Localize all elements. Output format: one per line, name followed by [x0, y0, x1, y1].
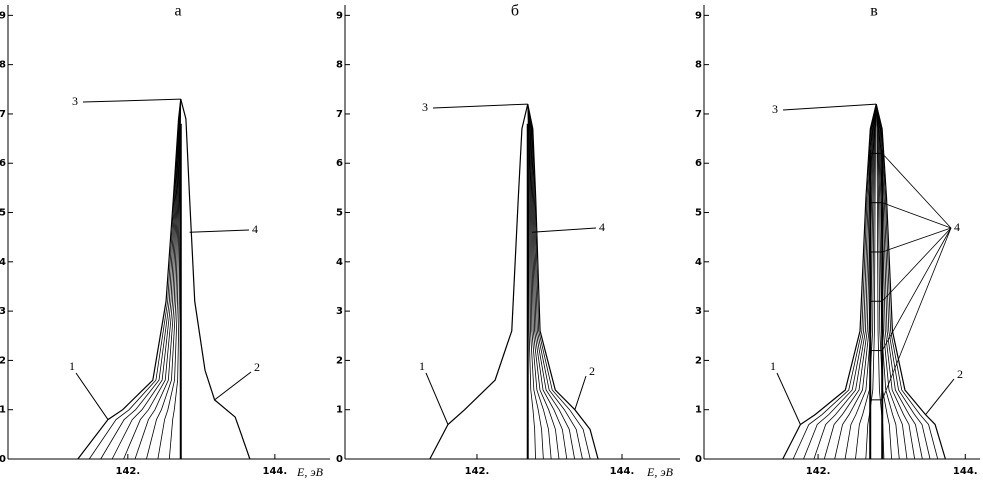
y-tick-label: 8: [336, 60, 343, 71]
family-line-left: [865, 104, 877, 460]
curve: [782, 103, 877, 460]
curve-label: 3: [72, 94, 78, 108]
curve: [77, 99, 182, 460]
curve-label: 4: [599, 220, 605, 234]
curve-label: 3: [422, 100, 428, 114]
family-line-right: [527, 104, 583, 460]
y-tick-label: 5: [695, 208, 702, 219]
leader-line: [189, 229, 250, 233]
family-line-right: [875, 104, 931, 460]
leader-line: [432, 103, 528, 109]
y-tick-label: 6: [0, 158, 6, 169]
curve-label: 3: [772, 102, 778, 116]
y-tick-label: 9: [695, 10, 702, 21]
leader-line: [82, 98, 181, 103]
family-line-right: [527, 104, 544, 460]
y-tick-label: 7: [0, 109, 6, 120]
family-line-right: [875, 104, 900, 460]
x-tick-label: 144.: [263, 466, 288, 477]
y-tick-label: 1: [0, 405, 6, 416]
curve: [527, 103, 599, 460]
family-line-left: [823, 104, 877, 460]
family-line-left: [813, 104, 877, 460]
panel-title: в: [870, 3, 878, 20]
y-tick-label: 9: [336, 10, 343, 21]
family-line-right: [875, 104, 923, 460]
y-tick-label: 0: [695, 454, 702, 465]
leader-line: [782, 103, 877, 111]
y-tick-label: 4: [695, 257, 702, 268]
x-axis-label: E, эВ: [296, 465, 324, 479]
leader-line: [881, 153, 952, 229]
leader-line: [882, 227, 952, 253]
y-tick-label: 7: [336, 109, 343, 120]
y-tick-label: 7: [695, 109, 702, 120]
y-tick-label: 5: [336, 208, 343, 219]
family-line-right: [875, 104, 916, 460]
leader-line: [881, 227, 952, 400]
family-line-right: [875, 104, 892, 460]
panel-title: б: [511, 3, 519, 20]
y-tick-label: 1: [695, 405, 702, 416]
family-line-left: [844, 104, 877, 460]
y-tick-label: 2: [336, 355, 343, 366]
family-line-left: [134, 99, 182, 460]
curve-label: 4: [252, 222, 258, 236]
y-tick-label: 8: [0, 60, 6, 71]
leader-line: [214, 371, 252, 401]
curve: [180, 99, 251, 460]
curve: [429, 103, 529, 460]
y-tick-label: 0: [336, 454, 343, 465]
x-tick-label: 142.: [806, 466, 831, 477]
y-tick-label: 1: [336, 405, 343, 416]
leader-line: [574, 375, 587, 410]
family-line-right: [527, 104, 552, 460]
y-tick-label: 0: [0, 454, 6, 465]
y-tick-label: 2: [695, 355, 702, 366]
y-tick-label: 4: [336, 257, 343, 268]
curve: [875, 103, 946, 460]
panel-title: а: [174, 3, 181, 20]
series-label: 1: [69, 359, 75, 373]
leader-line: [425, 372, 449, 425]
series-label: 1: [770, 359, 776, 373]
y-tick-label: 8: [695, 60, 702, 71]
leader-line: [776, 372, 801, 425]
family-line-left: [792, 103, 877, 460]
x-tick-label: 144.: [610, 466, 635, 477]
y-tick-label: 3: [336, 306, 343, 317]
series-label: 2: [957, 367, 963, 381]
family-line-right: [875, 103, 939, 460]
y-tick-label: 2: [0, 355, 6, 366]
series-label: 2: [589, 364, 595, 378]
y-tick-label: 6: [695, 158, 702, 169]
x-tick-label: 144.: [953, 466, 978, 477]
x-axis-label: E, эВ: [646, 465, 674, 479]
leader-line: [881, 227, 952, 302]
leader-line: [531, 227, 597, 233]
family-line-right: [527, 104, 568, 460]
curve-label: 4: [954, 220, 960, 234]
y-tick-label: 3: [0, 306, 6, 317]
y-tick-label: 6: [336, 158, 343, 169]
y-tick-label: 9: [0, 10, 6, 21]
leader-line: [881, 227, 952, 351]
series-label: 2: [254, 360, 260, 374]
y-tick-label: 3: [695, 306, 702, 317]
y-tick-label: 4: [0, 257, 6, 268]
family-line-left: [834, 104, 877, 460]
leader-line: [75, 372, 109, 420]
y-tick-label: 5: [0, 208, 6, 219]
family-line-left: [803, 104, 877, 460]
series-label: 1: [419, 359, 425, 373]
family-line-right: [527, 104, 576, 460]
leader-line: [882, 202, 952, 229]
family-line-right: [527, 104, 591, 460]
leader-line: [925, 378, 955, 415]
family-line-right: [875, 104, 908, 460]
x-tick-label: 142.: [115, 466, 140, 477]
family-line-right: [527, 104, 560, 460]
x-tick-label: 142.: [465, 466, 490, 477]
